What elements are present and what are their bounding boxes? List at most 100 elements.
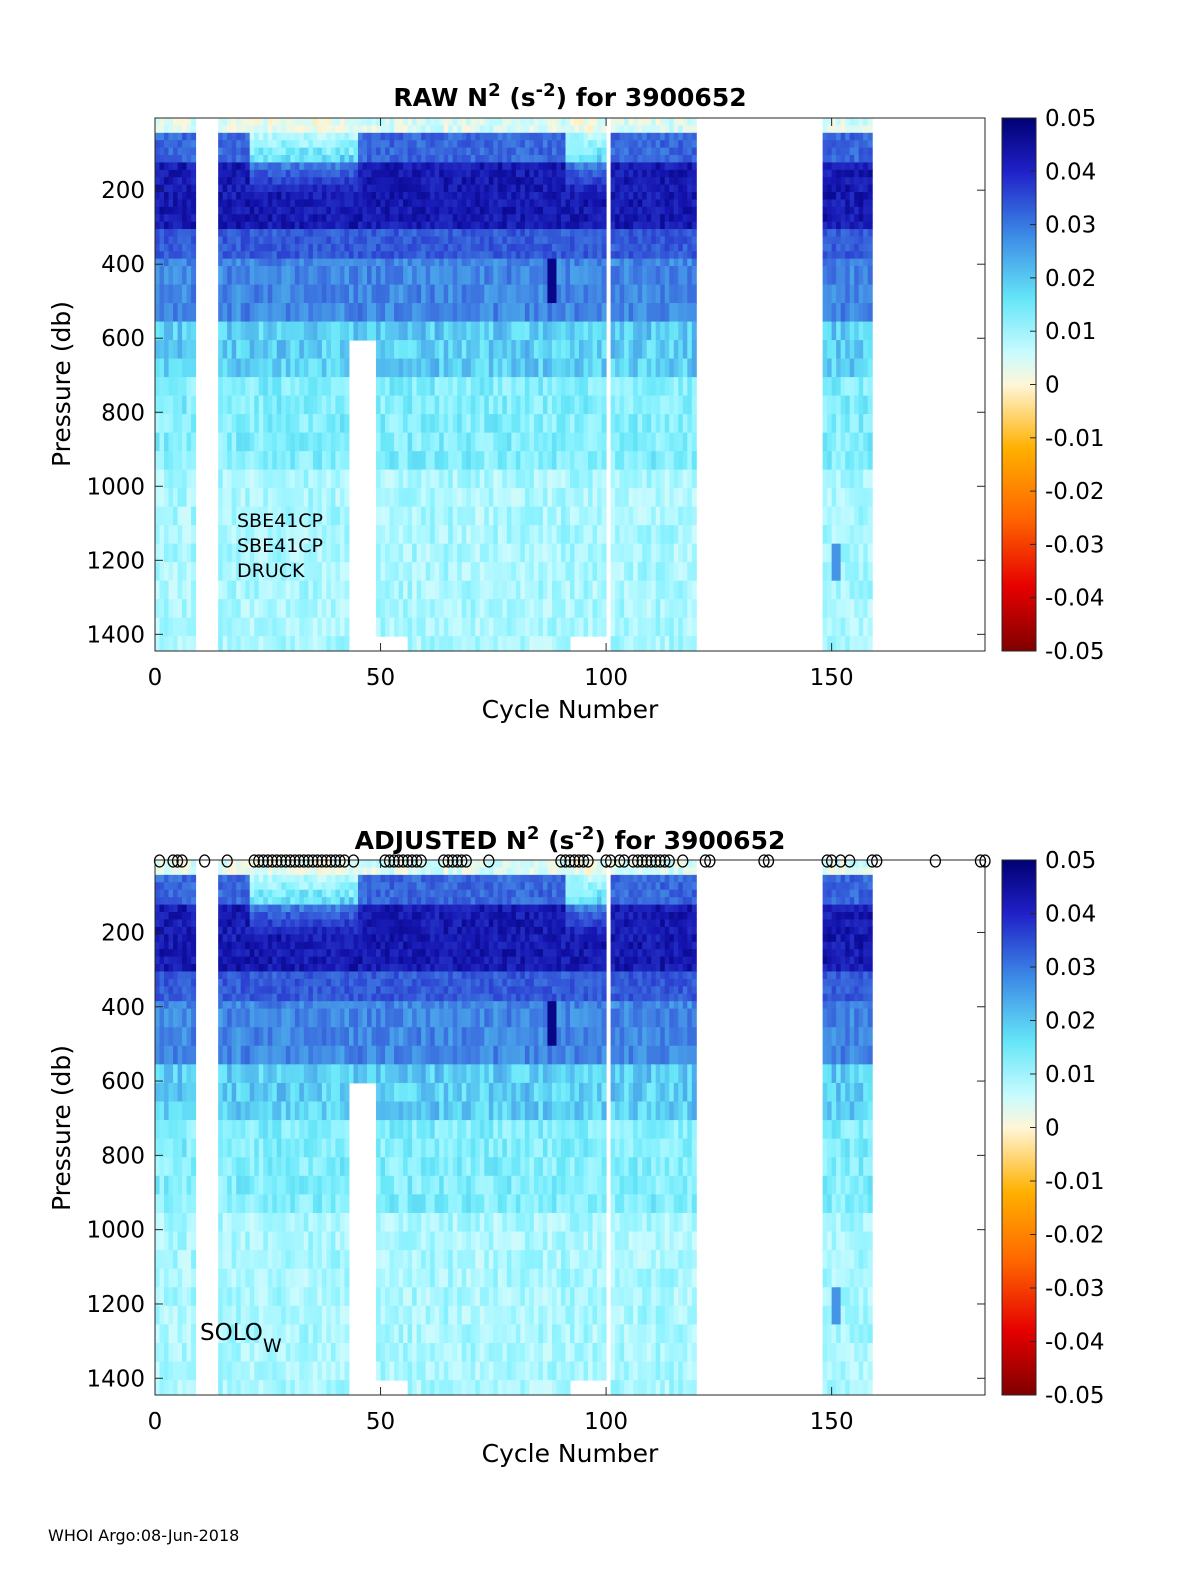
heatmap-cell bbox=[267, 395, 273, 415]
heatmap-cell bbox=[461, 377, 467, 397]
heatmap-cell bbox=[570, 303, 576, 323]
heatmap-cell bbox=[457, 543, 463, 563]
heatmap-cell bbox=[339, 266, 345, 286]
heatmap-cell bbox=[831, 617, 837, 637]
heatmap-cell bbox=[186, 562, 192, 582]
heatmap-cell bbox=[660, 543, 666, 563]
heatmap-cell bbox=[290, 488, 296, 508]
heatmap-cell bbox=[439, 229, 445, 237]
heatmap-cell bbox=[335, 414, 341, 434]
heatmap-cell bbox=[570, 214, 576, 223]
heatmap-cell bbox=[579, 147, 585, 156]
heatmap-cell bbox=[321, 258, 327, 267]
heatmap-cell bbox=[317, 184, 323, 193]
heatmap-cell bbox=[312, 155, 318, 163]
heatmap-cell bbox=[497, 451, 503, 471]
heatmap-cell bbox=[155, 340, 161, 360]
heatmap-cell bbox=[678, 140, 684, 149]
heatmap-cell bbox=[547, 358, 553, 378]
heatmap-cell bbox=[633, 395, 639, 415]
heatmap-cell bbox=[601, 155, 607, 163]
heatmap-cell bbox=[565, 451, 571, 471]
heatmap-cell bbox=[845, 432, 851, 452]
heatmap-cell bbox=[867, 377, 873, 397]
heatmap-cell bbox=[276, 243, 282, 252]
heatmap-cell bbox=[673, 162, 679, 171]
heatmap-cell bbox=[299, 414, 305, 434]
heatmap-cell bbox=[691, 432, 697, 452]
heatmap-cell bbox=[682, 162, 688, 171]
heatmap-cell bbox=[538, 488, 544, 508]
heatmap-cell bbox=[285, 617, 291, 637]
heatmap-cell bbox=[335, 506, 341, 526]
heatmap-cell bbox=[254, 266, 260, 286]
heatmap-cell bbox=[601, 377, 607, 397]
heatmap-cell bbox=[398, 377, 404, 397]
heatmap-cell bbox=[245, 169, 251, 178]
heatmap-cell bbox=[321, 432, 327, 452]
heatmap-cell bbox=[434, 162, 440, 171]
heatmap-cell bbox=[227, 580, 233, 600]
heatmap-cell bbox=[836, 599, 842, 619]
heatmap-cell bbox=[687, 199, 693, 208]
heatmap-cell bbox=[191, 229, 197, 237]
heatmap-cell bbox=[655, 132, 661, 141]
heatmap-cell bbox=[164, 155, 170, 163]
heatmap-cell bbox=[529, 488, 535, 508]
heatmap-cell bbox=[367, 155, 373, 163]
heatmap-cell bbox=[479, 258, 485, 267]
heatmap-cell bbox=[380, 580, 386, 600]
heatmap-cell bbox=[348, 243, 354, 252]
heatmap-cell bbox=[502, 525, 508, 545]
heatmap-cell bbox=[849, 506, 855, 526]
heatmap-cell bbox=[615, 192, 621, 200]
heatmap-cell bbox=[565, 469, 571, 489]
heatmap-cell bbox=[344, 177, 350, 186]
heatmap-cell bbox=[574, 206, 580, 215]
heatmap-cell bbox=[601, 358, 607, 378]
heatmap-cell bbox=[682, 221, 688, 230]
heatmap-cell bbox=[425, 229, 431, 237]
heatmap-cell bbox=[376, 377, 382, 397]
heatmap-cell bbox=[524, 266, 530, 286]
heatmap-cell bbox=[560, 251, 566, 260]
heatmap-cell bbox=[579, 395, 585, 415]
heatmap-cell bbox=[376, 192, 382, 200]
heatmap-cell bbox=[339, 229, 345, 237]
heatmap-cell bbox=[493, 432, 499, 452]
heatmap-cell bbox=[520, 229, 526, 237]
heatmap-cell bbox=[362, 162, 368, 171]
heatmap-cell bbox=[249, 562, 255, 582]
heatmap-cell bbox=[678, 214, 684, 223]
heatmap-cell bbox=[673, 251, 679, 260]
heatmap-cell bbox=[155, 377, 161, 397]
heatmap-cell bbox=[583, 125, 589, 134]
heatmap-cell bbox=[308, 414, 314, 434]
heatmap-cell bbox=[547, 321, 553, 341]
heatmap-cell bbox=[831, 221, 837, 230]
heatmap-cell bbox=[547, 543, 553, 563]
heatmap-cell bbox=[272, 266, 278, 286]
heatmap-cell bbox=[858, 506, 864, 526]
heatmap-cell bbox=[276, 562, 282, 582]
heatmap-cell bbox=[448, 147, 454, 156]
heatmap-cell bbox=[497, 221, 503, 230]
heatmap-cell bbox=[294, 206, 300, 215]
heatmap-cell bbox=[398, 340, 404, 360]
heatmap-cell bbox=[831, 525, 837, 545]
heatmap-cell bbox=[551, 236, 557, 245]
heatmap-cell bbox=[290, 243, 296, 252]
heatmap-cell bbox=[624, 506, 630, 526]
heatmap-cell bbox=[263, 177, 269, 186]
heatmap-cell bbox=[321, 199, 327, 208]
heatmap-cell bbox=[416, 469, 422, 489]
heatmap-cell bbox=[452, 192, 458, 200]
heatmap-cell bbox=[403, 377, 409, 397]
heatmap-cell bbox=[863, 214, 869, 223]
heatmap-cell bbox=[294, 162, 300, 171]
heatmap-cell bbox=[588, 192, 594, 200]
heatmap-cell bbox=[660, 488, 666, 508]
heatmap-cell bbox=[182, 321, 188, 341]
heatmap-cell bbox=[263, 432, 269, 452]
heatmap-cell bbox=[493, 243, 499, 252]
